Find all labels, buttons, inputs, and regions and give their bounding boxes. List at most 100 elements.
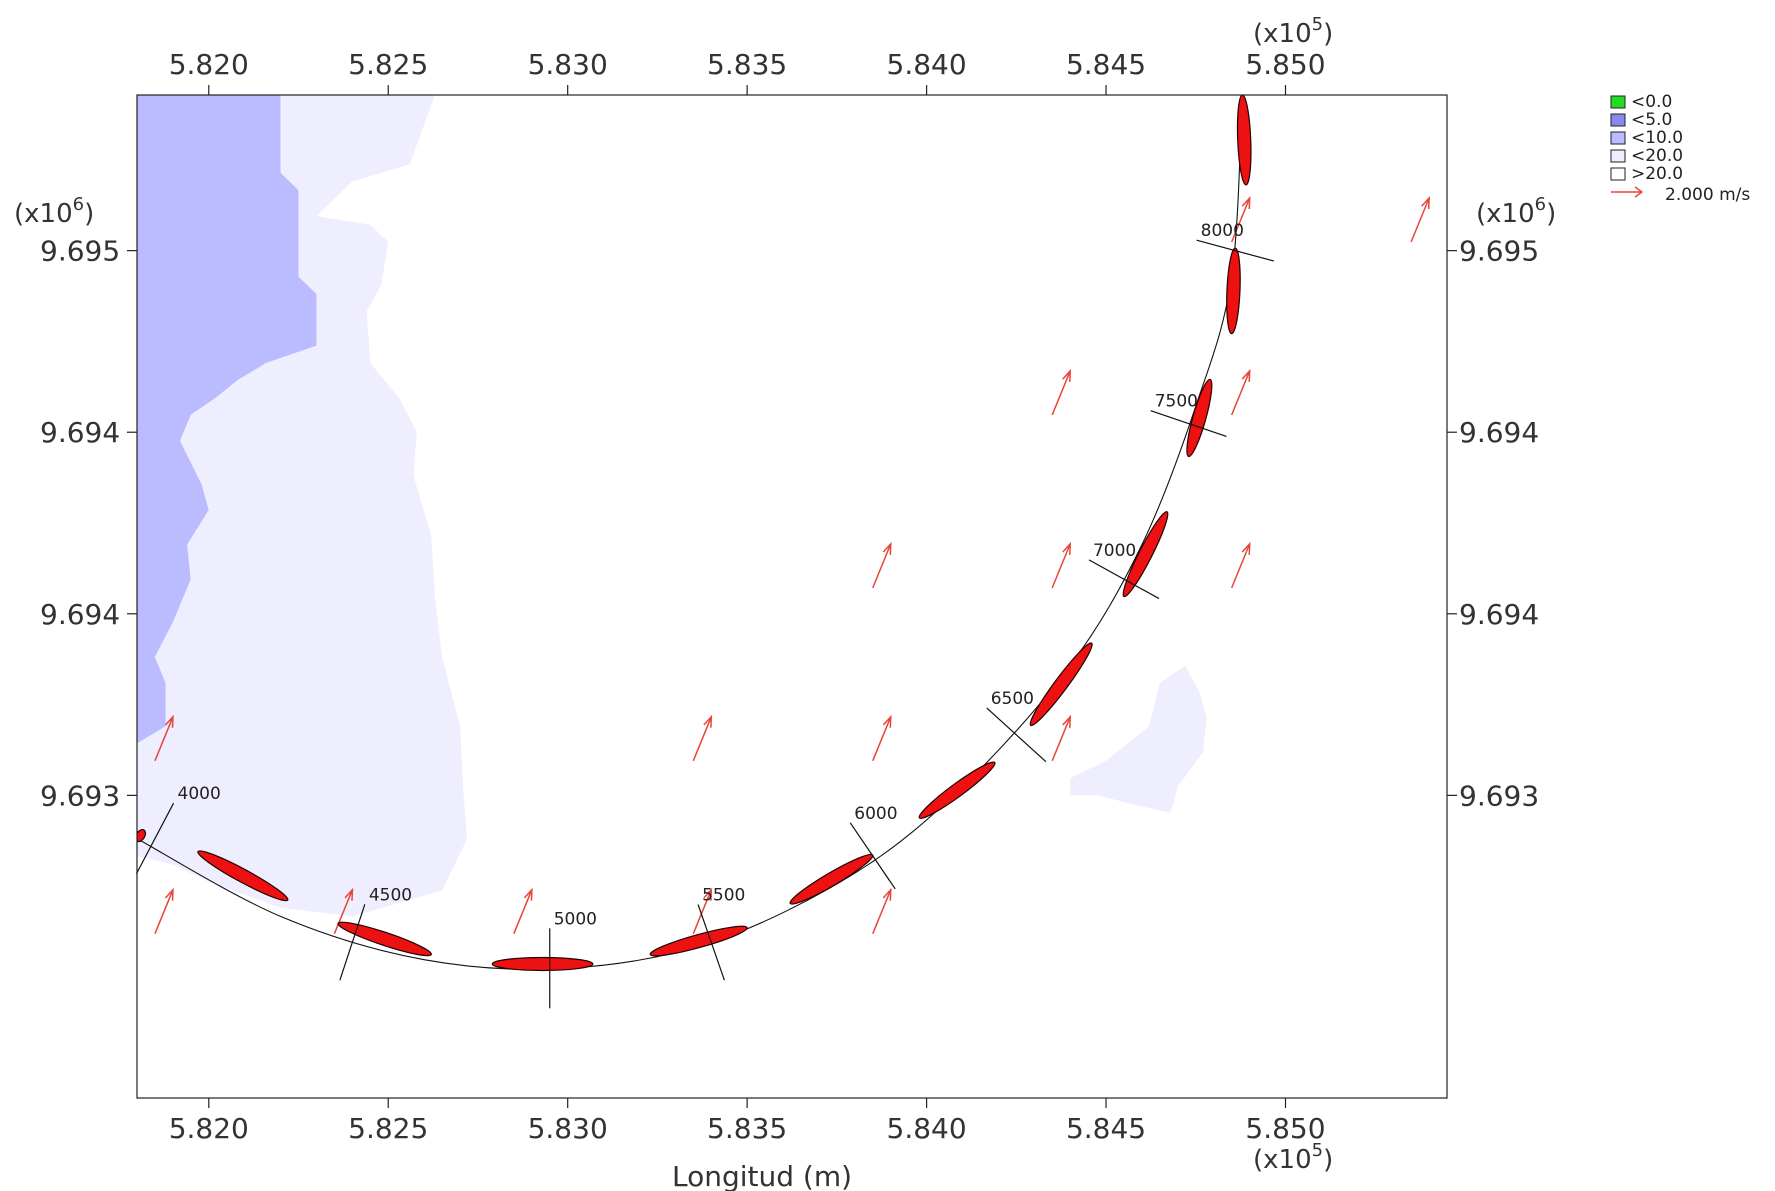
vessel-shape — [649, 925, 748, 957]
chainage-tick — [135, 802, 175, 875]
chainage-label: 5000 — [554, 909, 597, 929]
chainage-label: 5500 — [702, 886, 745, 906]
chainage-tick — [339, 904, 366, 981]
current-vector-head — [1241, 541, 1251, 555]
x-tick-label-top: 5.835 — [707, 48, 787, 81]
current-vector-head — [882, 714, 892, 728]
x-tick-label-top: 5.845 — [1066, 48, 1146, 81]
depth-region — [137, 95, 317, 744]
vessel-shape — [491, 956, 594, 972]
x-tick-label-top: 5.825 — [348, 48, 428, 81]
current-vector — [154, 889, 174, 934]
legend-swatch — [1610, 149, 1626, 163]
x-tick-label-top: 5.820 — [169, 48, 249, 81]
chainage-tick — [849, 822, 896, 890]
plot-frame — [136, 94, 1448, 1099]
x-tick-label-bottom: 5.830 — [528, 1112, 608, 1145]
x-tick-label-bottom: 5.825 — [348, 1112, 428, 1145]
chainage-label: 6000 — [854, 804, 897, 824]
legend-label: <0.0 — [1631, 92, 1672, 112]
x-axis-title: Longitud (m) — [672, 1160, 852, 1191]
y-tick-label-right: 9.694 — [1459, 416, 1539, 449]
depth-regions — [137, 95, 1207, 917]
current-vector-head — [1062, 714, 1072, 728]
current-vector-head — [1241, 195, 1251, 210]
y-tick-label-right: 9.693 — [1459, 779, 1539, 812]
chainage-tick — [986, 707, 1047, 763]
axis-ticks — [127, 85, 1457, 1108]
chainage-label: 4500 — [369, 885, 412, 905]
legend-vector-head — [1634, 186, 1644, 198]
y-tick-label-right: 9.694 — [1459, 598, 1539, 631]
x-multiplier-bottom: (x105) — [1253, 1140, 1333, 1175]
vessel-shape — [1122, 511, 1169, 598]
vessel-shape — [1029, 642, 1093, 727]
current-vector — [692, 716, 712, 762]
x-tick-label-bottom: 5.820 — [169, 1112, 249, 1145]
current-vector — [1230, 543, 1251, 589]
legend-label: <10.0 — [1631, 128, 1683, 148]
chainage-label: 7000 — [1093, 541, 1136, 561]
legend-label: <20.0 — [1631, 146, 1683, 166]
track-line — [137, 95, 1243, 970]
vessel-shape — [1186, 378, 1213, 458]
current-vector-head — [1421, 195, 1430, 210]
current-vector-head — [164, 887, 174, 901]
current-vectors — [154, 195, 1430, 934]
chainage-tick — [1150, 410, 1227, 437]
legend-label: >20.0 — [1631, 164, 1683, 184]
current-vector — [1051, 543, 1071, 589]
x-tick-label-top: 5.840 — [887, 48, 967, 81]
x-tick-label-bottom: 5.835 — [707, 1112, 787, 1145]
current-vector — [1230, 370, 1251, 416]
current-vector — [692, 889, 712, 934]
y-tick-label-left: 9.693 — [40, 779, 120, 812]
y-tick-label-left: 9.695 — [40, 235, 120, 268]
x-tick-label-bottom: 5.850 — [1245, 1112, 1325, 1145]
vessel-shape — [918, 761, 996, 819]
legend-swatch — [1610, 95, 1626, 109]
current-vector-head — [1062, 368, 1072, 382]
current-vector — [1410, 197, 1430, 243]
x-multiplier-top: (x105) — [1253, 14, 1333, 49]
legend-swatch — [1610, 167, 1626, 181]
depth-region — [1070, 665, 1207, 813]
x-tick-label-bottom: 5.840 — [887, 1112, 967, 1145]
current-vector — [1230, 197, 1251, 243]
y-tick-label-right: 9.695 — [1459, 235, 1539, 268]
chainage-tick — [1196, 239, 1275, 262]
x-tick-label-top: 5.830 — [528, 48, 608, 81]
current-vector — [333, 889, 354, 934]
current-vector-head — [882, 887, 892, 901]
x-tick-label-top: 5.850 — [1245, 48, 1325, 81]
chainage-label: 4000 — [178, 784, 221, 804]
current-vector-head — [1241, 368, 1251, 382]
current-vector-head — [703, 714, 713, 728]
current-vector-head — [882, 541, 892, 555]
current-vector — [1051, 370, 1071, 416]
legend-vector-label: 2.000 m/s — [1665, 185, 1750, 205]
chainage-tick — [697, 904, 725, 981]
chainage-label: 8000 — [1201, 221, 1244, 241]
current-vector — [1051, 716, 1071, 762]
x-tick-label-bottom: 5.845 — [1066, 1112, 1146, 1145]
tick-labels: 5.820 5.820 5.825 5.825 5.830 5.830 5.835 5.835… — [40, 48, 1539, 1145]
chainage-label: 6500 — [991, 689, 1034, 709]
y-multiplier-right: (x106) — [1476, 194, 1556, 229]
current-vector-head — [703, 887, 713, 901]
current-vector — [872, 889, 892, 934]
vessel-shape — [789, 853, 874, 905]
current-vector-head — [523, 887, 533, 901]
y-multiplier-left: (x106) — [14, 194, 94, 229]
legend-label: <5.0 — [1631, 110, 1672, 130]
vessel-shape — [197, 850, 289, 902]
chainage-markers: 4000 4500 5000 5500 6000 6500 7000 7500 8000 — [135, 221, 1275, 1009]
legend-swatch — [1610, 131, 1626, 145]
navigation-track — [137, 95, 1243, 970]
current-vector-head — [164, 714, 174, 728]
legend: <0.0<5.0<10.0<20.0>20.02.000 m/s — [1610, 92, 1750, 205]
vessel-shape — [1236, 95, 1252, 186]
y-tick-label-left: 9.694 — [40, 598, 120, 631]
chainage-tick — [1088, 559, 1160, 600]
vessel-shape — [1226, 247, 1241, 335]
